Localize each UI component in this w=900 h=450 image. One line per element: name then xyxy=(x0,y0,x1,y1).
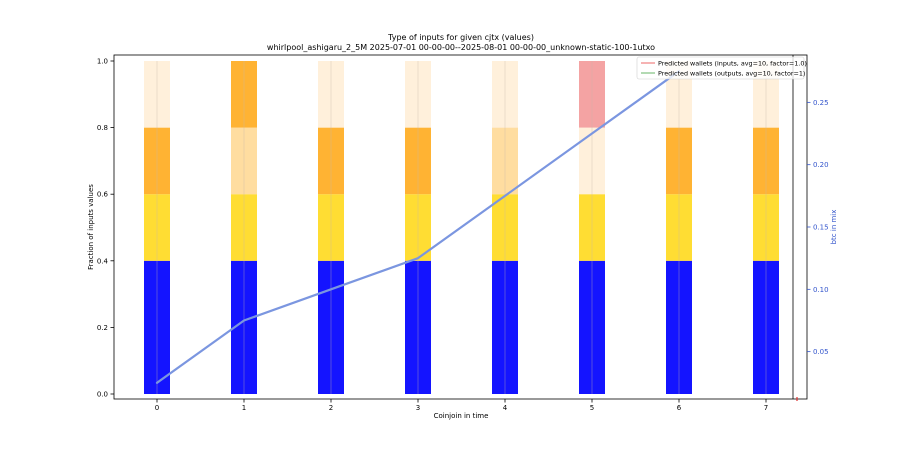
x-axis-label: Coinjoin in time xyxy=(434,412,489,420)
y2-axis-label: btc in mix xyxy=(830,210,838,245)
x-axis-ticks: 0 1 2 3 4 5 6 7 xyxy=(155,399,768,412)
y-axis-label: Fraction of inputs values xyxy=(87,184,95,270)
bar-center-lines xyxy=(156,61,767,394)
x-tick-label-5: 5 xyxy=(590,404,594,412)
x-tick-label-0: 0 xyxy=(155,404,159,412)
btc-in-mix-line xyxy=(155,70,681,384)
y-tick-label-1: 0.2 xyxy=(97,324,108,332)
chart-subtitle: whirlpool_ashigaru_2_5M 2025-07-01 00-00… xyxy=(267,43,655,52)
x-tick-label-6: 6 xyxy=(677,404,682,412)
x-tick-label-1: 1 xyxy=(242,404,246,412)
legend-label-inputs: Predicted wallets (inputs, avg=10, facto… xyxy=(658,60,807,68)
x-tick-label-4: 4 xyxy=(503,404,508,412)
y-tick-label-4: 0.8 xyxy=(97,124,108,132)
y2-tick-label-0: 0.05 xyxy=(813,348,829,356)
legend: Predicted wallets (inputs, avg=10, facto… xyxy=(636,56,807,80)
x-tick-label-3: 3 xyxy=(416,404,420,412)
y2-axis-ticks: 0.05 0.10 0.15 0.20 0.25 xyxy=(807,99,829,356)
legend-box xyxy=(636,56,805,80)
chart-title: Type of inputs for given cjtx (values) xyxy=(387,33,534,42)
legend-label-outputs: Predicted wallets (outputs, avg=10, fact… xyxy=(658,70,805,78)
x-tick-label-2: 2 xyxy=(329,404,333,412)
y2-tick-label-3: 0.20 xyxy=(813,161,829,169)
y-tick-label-0: 0.0 xyxy=(97,391,108,399)
y-tick-label-5: 1.0 xyxy=(97,58,108,66)
y-axis-ticks: 0.0 0.2 0.4 0.6 0.8 1.0 xyxy=(97,58,114,399)
y-tick-label-3: 0.6 xyxy=(97,191,109,199)
y-tick-label-2: 0.4 xyxy=(97,257,109,265)
y2-tick-label-2: 0.15 xyxy=(813,224,829,232)
y2-tick-label-4: 0.25 xyxy=(813,99,829,107)
x-tick-label-7: 7 xyxy=(764,404,768,412)
y2-tick-label-1: 0.10 xyxy=(813,286,829,294)
